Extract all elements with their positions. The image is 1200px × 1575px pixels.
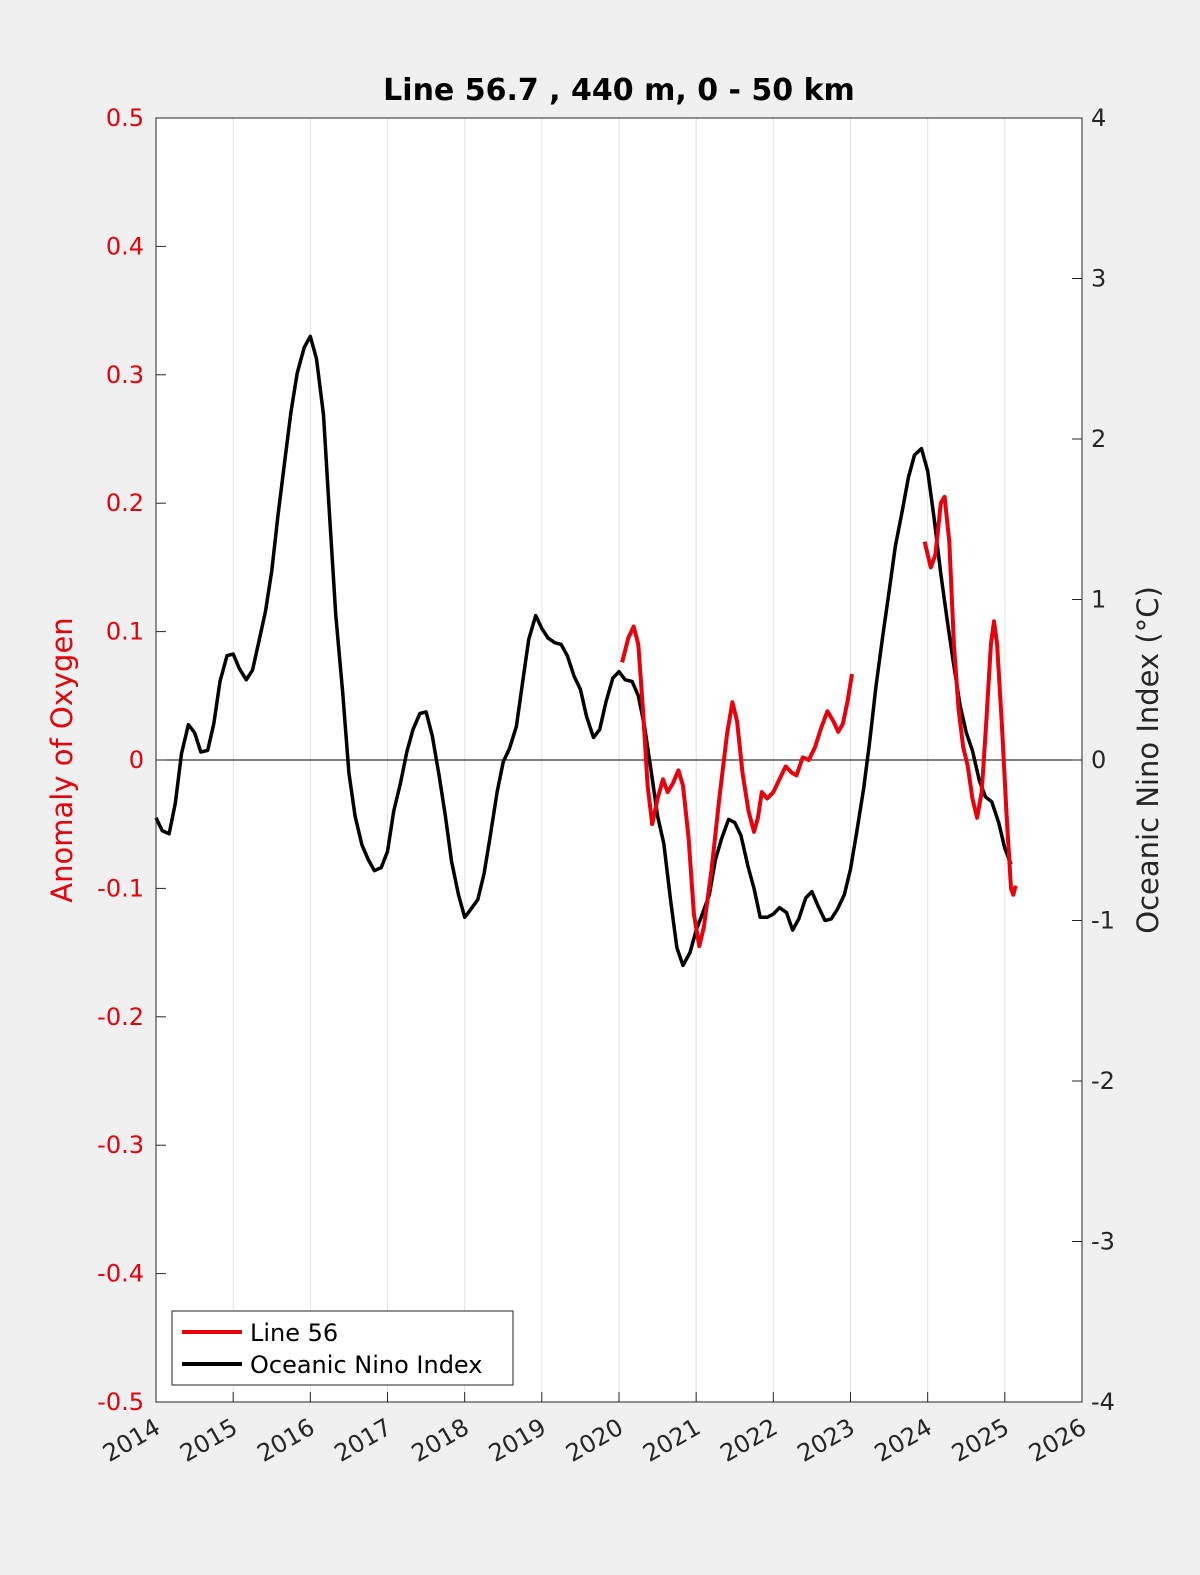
right-tick-label: -2 [1091,1067,1115,1095]
chart-title: Line 56.7 , 440 m, 0 - 50 km [383,73,855,108]
series-layer [154,334,1018,968]
left-y-axis: 0.5 0.4 0.3 0.2 0.1 0 -0.1 -0.2 -0.3 -0.4 -0.5 [97,104,166,1416]
right-axis-label: Oceanic Nino Index (°C) [1131,586,1165,934]
left-tick-label: 0.5 [106,104,144,132]
left-tick-label: -0.4 [97,1260,144,1288]
legend-box [171,1310,514,1386]
left-tick-label: -0.1 [97,874,144,902]
right-tick-label: -4 [1091,1388,1115,1416]
right-tick-label: -1 [1091,907,1115,935]
left-tick-label: 0.1 [106,618,144,646]
left-tick-label: 0.2 [106,489,144,517]
right-tick-label: 4 [1091,104,1106,132]
legend: Line 56 Oceanic Nino Index [171,1310,514,1386]
series-line-oceanic-nino-index [154,334,1013,968]
right-tick-label: 0 [1091,746,1106,774]
left-axis-label: Anomaly of Oxygen [45,617,79,902]
left-tick-label: -0.3 [97,1131,144,1159]
right-y-axis: 4 3 2 1 0 -1 -2 -3 -4 [1072,104,1115,1416]
left-tick-label: 0.4 [106,232,144,260]
series-line-line-56 [922,494,1018,897]
right-tick-label: 2 [1091,425,1106,453]
legend-line56-label: Line 56 [250,1319,338,1347]
left-tick-label: -0.5 [97,1388,144,1416]
legend-oni-label: Oceanic Nino Index [250,1351,482,1379]
right-tick-label: 3 [1091,265,1106,293]
series-line-line-56 [620,624,854,949]
left-tick-label: 0 [129,746,144,774]
left-tick-label: 0.3 [106,361,144,389]
right-tick-label: -3 [1091,1228,1115,1256]
left-tick-label: -0.2 [97,1003,144,1031]
right-tick-label: 1 [1091,586,1106,614]
